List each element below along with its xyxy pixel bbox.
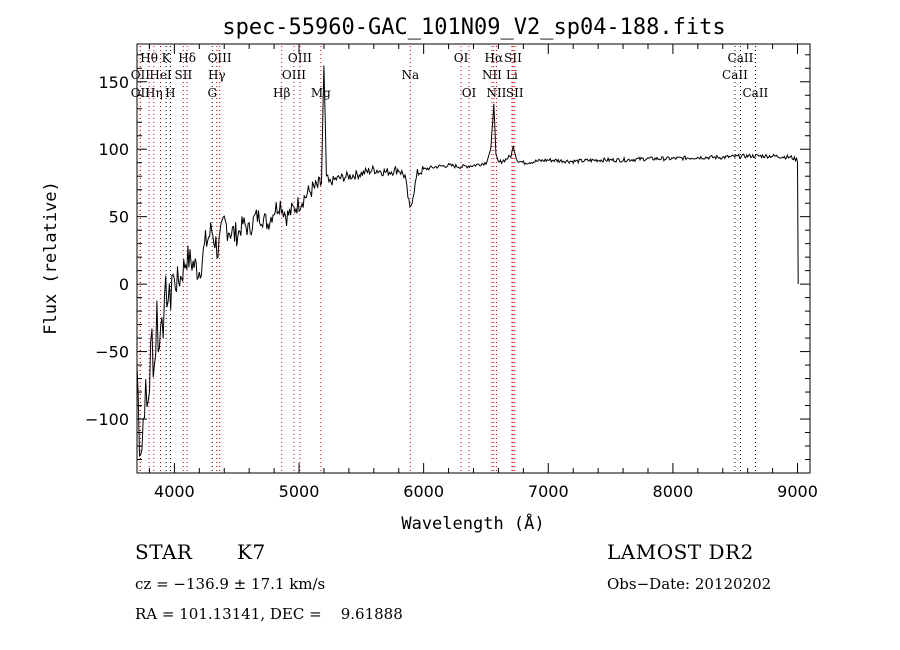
line-label-23: Li (506, 68, 518, 82)
line-label-6: H (165, 86, 175, 100)
line-label-11: G (207, 86, 217, 100)
y-tick-label-3: 50 (109, 208, 129, 227)
line-label-9: OIII (208, 51, 232, 65)
survey-name: LAMOST DR2 (607, 540, 754, 564)
line-label-8: Hδ (178, 51, 196, 65)
x-tick-label-5: 9000 (777, 482, 818, 501)
line-label-10: Hγ (208, 68, 226, 82)
x-tick-label-2: 6000 (403, 482, 444, 501)
y-tick-label-5: 150 (98, 73, 129, 92)
line-label-0: Hθ (140, 51, 158, 65)
x-tick-label-1: 5000 (279, 482, 320, 501)
y-tick-label-0: −100 (85, 410, 129, 429)
spectral-line-markers (139, 46, 756, 471)
y-axis: −100 −50 0 50 100 150 (85, 54, 810, 461)
x-tick-label-0: 4000 (154, 482, 195, 501)
y-tick-label-2: 0 (119, 275, 129, 294)
line-label-1: OII (131, 68, 151, 82)
line-label-5: K (162, 51, 172, 65)
x-tick-label-3: 7000 (528, 482, 569, 501)
chart-title: spec-55960-GAC_101N09_V2_sp04-188.fits (222, 15, 725, 40)
y-axis-label: Flux (relative) (41, 181, 61, 335)
line-label-24: SII (506, 86, 524, 100)
line-label-14: OIII (288, 51, 312, 65)
line-label-21: NII (486, 86, 506, 100)
line-label-26: CaII (728, 51, 754, 65)
line-label-25: CaII (722, 68, 748, 82)
line-label-20: NII (482, 68, 502, 82)
object-subclass: K7 (237, 540, 266, 564)
x-axis: 4000 5000 6000 7000 8000 9000 (148, 44, 818, 501)
line-label-18: OI (462, 86, 477, 100)
line-label-3: Hη (145, 86, 163, 100)
line-label-7: SII (175, 68, 193, 82)
x-axis-label: Wavelength (Å) (401, 512, 544, 534)
line-label-19: Hα (485, 51, 504, 65)
line-label-16: Na (401, 68, 419, 82)
y-tick-label-4: 100 (98, 140, 129, 159)
plot-frame (136, 43, 811, 474)
line-label-2: OII (131, 86, 151, 100)
line-label-13: OIII (282, 68, 306, 82)
y-tick-label-1: −50 (95, 343, 129, 362)
object-class: STAR (135, 540, 193, 564)
redshift-velocity: cz = −136.9 ± 17.1 km/s (135, 575, 326, 593)
line-label-4: HeI (149, 68, 172, 82)
observation-date: Obs−Date: 20120202 (607, 575, 772, 593)
line-label-15: Mg (311, 86, 331, 100)
line-label-12: Hβ (273, 86, 290, 100)
line-label-22: SII (504, 51, 522, 65)
series-layer (136, 65, 799, 458)
line-label-17: OI (454, 51, 469, 65)
coordinates: RA = 101.13141, DEC = 9.61888 (135, 605, 403, 623)
series-line-0 (136, 65, 799, 458)
line-label-27: CaII (742, 86, 768, 100)
x-tick-label-4: 8000 (653, 482, 694, 501)
